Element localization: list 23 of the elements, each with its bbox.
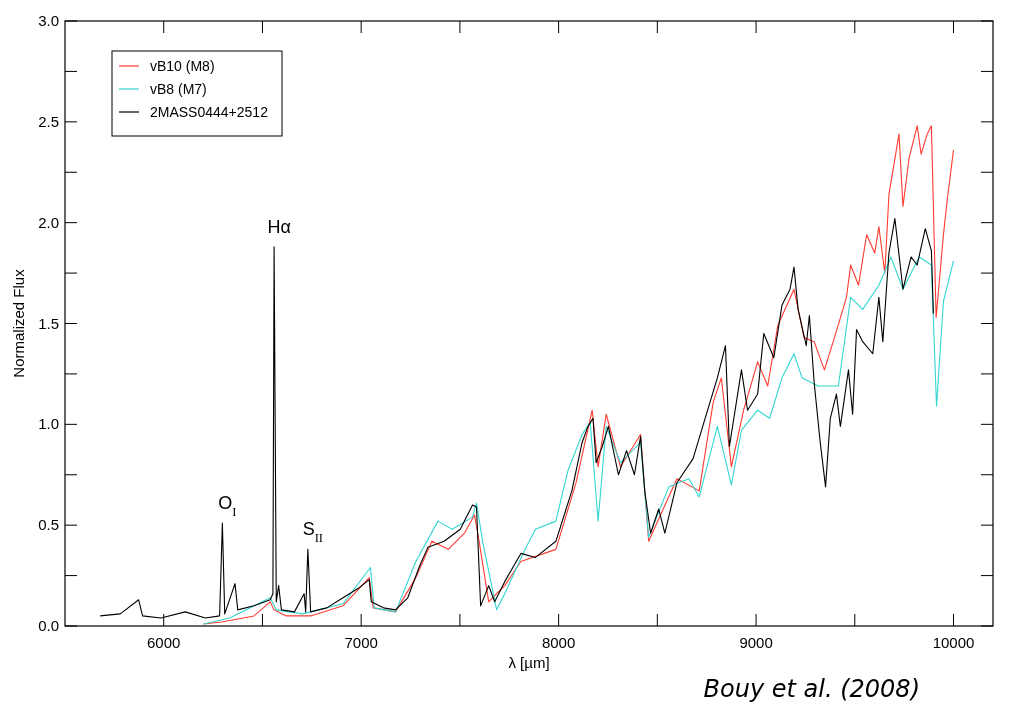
y-tick-label: 0.5 bbox=[38, 516, 59, 534]
line-series bbox=[202, 125, 955, 625]
x-tick-label: 10000 bbox=[932, 634, 975, 651]
y-tick-label: 3.0 bbox=[38, 12, 59, 29]
x-tick-label: 7000 bbox=[344, 634, 378, 651]
y-tick-label: 2.0 bbox=[38, 213, 59, 231]
x-axis-title: λ [µm] bbox=[508, 654, 550, 671]
legend-label: vB10 (M8) bbox=[150, 58, 215, 74]
x-tick-label: 9000 bbox=[739, 634, 773, 651]
y-axis-title: Normalized Flux bbox=[10, 268, 27, 378]
text: Bouy et al. (2008) bbox=[703, 675, 920, 703]
legend-label: 2MASS0444+2512 bbox=[150, 104, 269, 120]
x-tick-label: 8000 bbox=[541, 634, 576, 651]
y-tick-label: 0.0 bbox=[38, 617, 59, 634]
y-tick-label: 1.5 bbox=[38, 314, 59, 332]
line-series bbox=[202, 256, 955, 625]
y-tick-label: 1.0 bbox=[38, 415, 59, 433]
annotation: S$_{II}$ bbox=[302, 519, 324, 546]
x-tick-label: 6000 bbox=[147, 634, 181, 651]
y-tick-label: 2.5 bbox=[38, 112, 59, 130]
legend-label: vB8 (M7) bbox=[150, 81, 207, 97]
annotation: Hα bbox=[267, 216, 291, 237]
annotation: O$_{I}$ bbox=[218, 493, 237, 520]
